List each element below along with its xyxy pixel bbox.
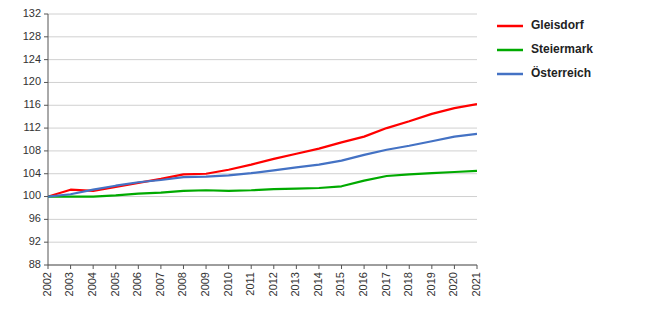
y-tick-label: 96: [29, 212, 41, 224]
y-tick-label: 128: [23, 30, 41, 42]
x-tick-label: 2006: [131, 272, 143, 296]
x-tick: [341, 265, 342, 269]
y-tick: [44, 150, 48, 151]
x-tick-label: 2002: [41, 272, 53, 296]
x-tick: [93, 265, 94, 269]
legend: Gleisdorf Steiermark Österreich: [497, 18, 593, 80]
x-tick-label: 2015: [334, 272, 346, 296]
x-tick-label: 2014: [312, 272, 324, 296]
grid-line: [48, 14, 477, 15]
grid-line: [48, 150, 477, 151]
y-tick-label: 120: [23, 75, 41, 87]
grid: [48, 14, 477, 265]
y-tick: [44, 173, 48, 174]
x-tick: [115, 265, 116, 269]
y-tick-label: 124: [23, 53, 41, 65]
y-tick-label: 116: [23, 98, 41, 110]
x-tick-label: 2016: [357, 272, 369, 296]
x-tick: [454, 265, 455, 269]
x-tick: [318, 265, 319, 269]
grid-line: [48, 242, 477, 243]
x-tick-label: 2018: [402, 272, 414, 296]
y-tick: [44, 105, 48, 106]
grid-line: [48, 265, 477, 266]
series-line: [48, 134, 477, 197]
x-tick-label: 2004: [86, 272, 98, 296]
x-tick-label: 2011: [244, 272, 256, 296]
grid-line: [48, 36, 477, 37]
grid-line: [48, 219, 477, 220]
plot-area: [48, 104, 477, 196]
y-axis-line: [48, 14, 49, 265]
y-tick: [44, 219, 48, 220]
x-tick: [431, 265, 432, 269]
y-tick-label: 104: [23, 167, 41, 179]
legend-label: Gleisdorf: [531, 18, 585, 32]
y-tick-label: 108: [23, 144, 41, 156]
x-tick-label: 2008: [176, 272, 188, 296]
legend-label: Österreich: [531, 65, 591, 80]
y-tick: [44, 196, 48, 197]
x-tick-label: 2012: [267, 272, 279, 296]
x-tick-label: 2010: [222, 272, 234, 296]
x-tick-label: 2007: [154, 272, 166, 296]
x-tick: [138, 265, 139, 269]
legend-swatch: [497, 49, 523, 52]
y-tick: [44, 59, 48, 60]
x-tick: [206, 265, 207, 269]
y-tick: [44, 128, 48, 129]
grid-line: [48, 128, 477, 129]
x-tick: [183, 265, 184, 269]
series-line: [48, 104, 477, 196]
x-tick: [251, 265, 252, 269]
x-tick: [160, 265, 161, 269]
series-line: [48, 171, 477, 197]
x-axis-line: [48, 265, 477, 266]
x-tick: [296, 265, 297, 269]
x-tick: [386, 265, 387, 269]
x-tick: [477, 265, 478, 269]
y-tick: [44, 14, 48, 15]
y-tick: [44, 36, 48, 37]
legend-swatch: [497, 25, 523, 28]
x-tick-label: 2003: [63, 272, 75, 296]
y-tick-label: 112: [23, 121, 41, 133]
x-tick: [48, 265, 49, 269]
y-tick: [44, 82, 48, 83]
y-tick-label: 100: [23, 189, 41, 201]
x-tick: [70, 265, 71, 269]
grid-line: [48, 82, 477, 83]
chart: 88 92 96 100 104 108 112 116 120 124 128 132 2002 200…: [0, 0, 667, 317]
x-tick-label: 2009: [199, 272, 211, 296]
x-tick: [273, 265, 274, 269]
axes: 88 92 96 100 104 108 112 116 120 124 128 132 2002 200…: [23, 7, 482, 297]
legend-label: Steiermark: [531, 42, 593, 56]
x-tick-label: 2005: [109, 272, 121, 296]
x-tick-label: 2013: [289, 272, 301, 296]
y-tick: [44, 242, 48, 243]
y-tick: [44, 265, 48, 266]
x-tick-label: 2020: [447, 272, 459, 296]
y-tick-label: 92: [29, 235, 41, 247]
x-tick: [364, 265, 365, 269]
x-tick-label: 2019: [425, 272, 437, 296]
y-tick-label: 88: [29, 258, 41, 270]
x-tick: [228, 265, 229, 269]
x-tick-label: 2017: [380, 272, 392, 296]
grid-line: [48, 105, 477, 106]
x-tick: [409, 265, 410, 269]
grid-line: [48, 59, 477, 60]
legend-swatch: [497, 73, 523, 76]
y-tick-label: 132: [23, 7, 41, 19]
x-tick-label: 2021: [470, 272, 482, 296]
